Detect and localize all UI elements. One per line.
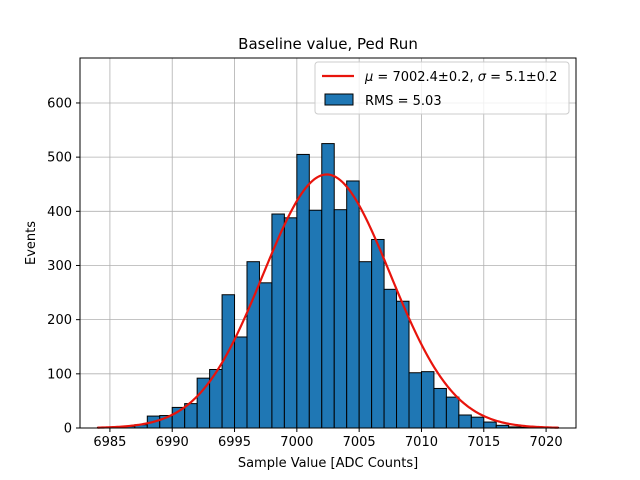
legend-bar-swatch [324,93,354,106]
legend-fit-mu: μ [364,70,373,85]
x-tick-label: 6985 [93,435,126,450]
x-tick-label: 7005 [343,435,376,450]
legend-fit-mu-value: = 7002.4±0.2, [373,70,477,85]
histogram-bar [184,403,198,429]
histogram-bar [308,209,323,429]
histogram-bar [333,209,348,429]
histogram-bar [234,336,248,429]
x-axis-label: Sample Value [ADC Counts] [238,456,418,471]
legend-fit-sigma: σ [478,70,487,85]
histogram-bar [283,217,298,429]
histogram-bar [483,421,497,429]
histogram-bar [445,396,460,429]
histogram-bar [408,372,422,429]
histogram-bar [420,371,435,429]
histogram-bar [258,282,273,429]
legend-box [314,61,570,115]
x-tick-label: 7010 [405,435,438,450]
histogram-bar [296,153,310,429]
histogram-bar [433,387,447,429]
histogram-bar [358,261,373,429]
chart-title: Baseline value, Ped Run [238,35,418,53]
y-axis-ticks: 0 100 200 300 400 500 600 [47,96,80,437]
y-tick-label: 0 [64,422,72,437]
y-tick-label: 600 [47,96,72,111]
y-tick-label: 300 [47,259,72,274]
legend: μ = 7002.4±0.2, σ = 5.1±0.2 RMS = 5.03 [314,61,570,115]
y-axis-label: Events [24,221,39,265]
histogram-bar [470,416,485,429]
x-tick-label: 7015 [467,435,500,450]
legend-rms-label: RMS = 5.03 [365,94,442,109]
x-tick-label: 7020 [530,435,563,450]
legend-fit-label: μ = 7002.4±0.2, σ = 5.1±0.2 [364,70,557,85]
y-tick-label: 200 [47,313,72,328]
histogram-bar [346,180,360,429]
x-tick-label: 7000 [280,435,313,450]
legend-fit-sigma-value: = 5.1±0.2 [486,70,557,85]
y-tick-label: 500 [47,151,72,166]
x-axis-ticks: 6985 6990 6995 7000 7005 7010 7015 7020 [93,428,563,450]
histogram-bars [96,143,560,429]
histogram-bar [383,288,398,429]
histogram-bar [396,300,410,429]
x-tick-label: 6990 [156,435,189,450]
fit-curve [97,173,559,429]
plot-frame [79,57,577,429]
x-tick-label: 6995 [218,435,251,450]
histogram-bar [371,238,385,429]
y-tick-label: 400 [47,205,72,220]
histogram-bar [321,143,335,429]
gaussian-fit [97,173,559,429]
y-tick-label: 100 [47,367,72,382]
histogram-bar [458,414,472,429]
